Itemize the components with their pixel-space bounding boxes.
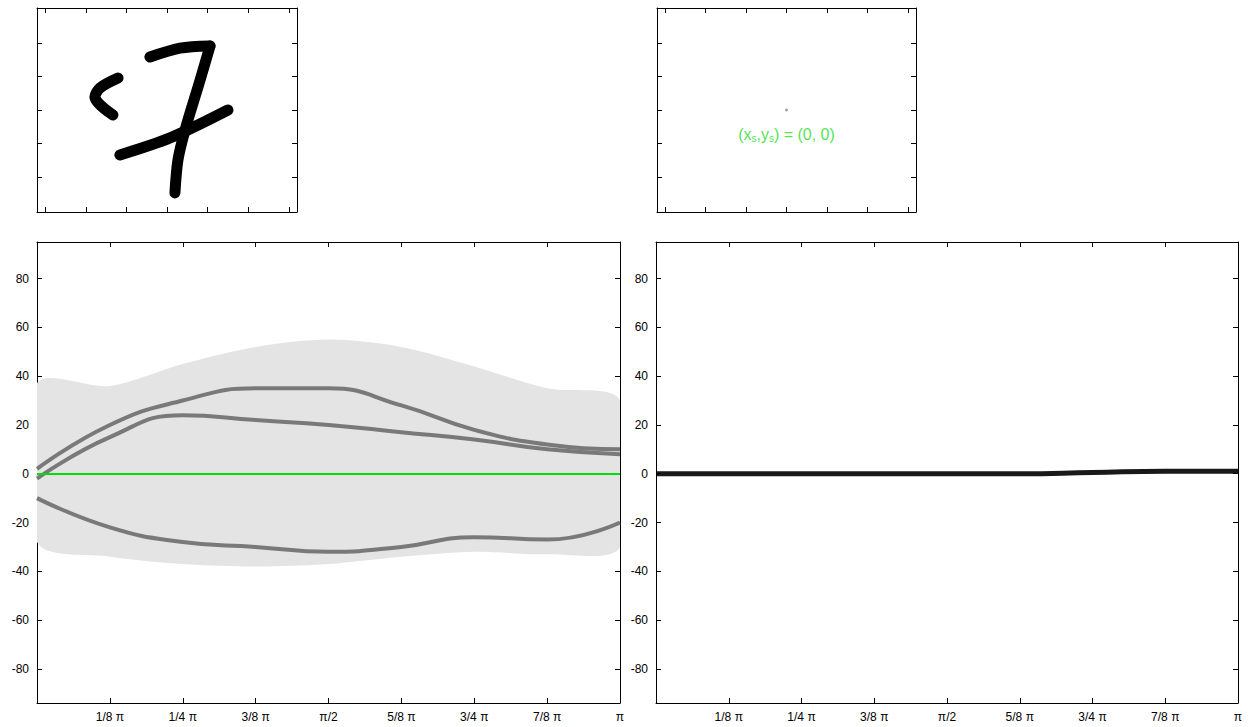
svg-text:-60: -60: [631, 613, 649, 627]
svg-text:π/2: π/2: [938, 710, 957, 724]
svg-text:1/8 π: 1/8 π: [96, 710, 124, 724]
svg-text:7/8 π: 7/8 π: [1151, 710, 1179, 724]
svg-text:-20: -20: [12, 516, 30, 530]
svg-text:1/4 π: 1/4 π: [169, 710, 197, 724]
svg-text:s: s: [768, 133, 774, 144]
svg-text:60: 60: [16, 320, 30, 334]
svg-text:3/4 π: 3/4 π: [460, 710, 488, 724]
svg-text:0: 0: [641, 467, 648, 481]
svg-text:-40: -40: [631, 564, 649, 578]
svg-text:20: 20: [16, 418, 30, 432]
svg-text:80: 80: [16, 272, 30, 286]
svg-text:-80: -80: [12, 662, 30, 676]
svg-text:1/8 π: 1/8 π: [715, 710, 743, 724]
svg-text:5/8 π: 5/8 π: [1006, 710, 1034, 724]
svg-text:0: 0: [22, 467, 29, 481]
svg-text:40: 40: [635, 369, 649, 383]
svg-text:40: 40: [16, 369, 30, 383]
svg-text:π: π: [1234, 710, 1242, 724]
svg-text:80: 80: [635, 272, 649, 286]
svg-text:-60: -60: [12, 613, 30, 627]
svg-text:3/4 π: 3/4 π: [1078, 710, 1106, 724]
svg-text:s: s: [751, 133, 757, 144]
svg-text:60: 60: [635, 320, 649, 334]
svg-text:π: π: [616, 710, 624, 724]
svg-text:-80: -80: [631, 662, 649, 676]
svg-text:-20: -20: [631, 516, 649, 530]
svg-text:-40: -40: [12, 564, 30, 578]
svg-text:3/8 π: 3/8 π: [860, 710, 888, 724]
svg-text:(x: (x: [738, 126, 751, 143]
svg-text:3/8 π: 3/8 π: [241, 710, 269, 724]
svg-text:20: 20: [635, 418, 649, 432]
svg-text:5/8 π: 5/8 π: [387, 710, 415, 724]
svg-text:,y: ,y: [756, 126, 768, 143]
svg-text:π/2: π/2: [319, 710, 338, 724]
svg-text:) = (0, 0): ) = (0, 0): [774, 126, 835, 143]
svg-text:1/4 π: 1/4 π: [787, 710, 815, 724]
svg-text:7/8 π: 7/8 π: [533, 710, 561, 724]
